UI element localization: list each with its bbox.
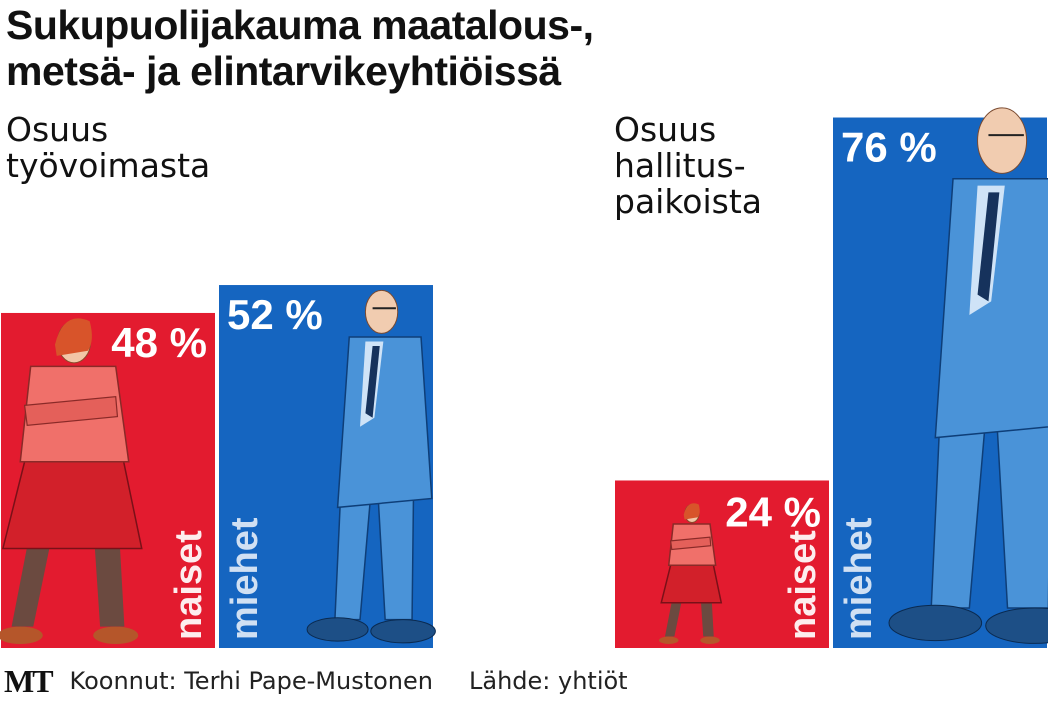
- bar-group-2: 24 %naiset 76 % miehet: [615, 107, 1048, 648]
- man-figure-icon: [306, 289, 436, 644]
- value-label: 52 %: [227, 291, 323, 338]
- bar-group-1: 48 % naiset 52 % miehet: [0, 285, 436, 648]
- category-label: miehet: [838, 517, 880, 640]
- bar-rect: [615, 480, 829, 648]
- bar-miehet-1: 52 % miehet: [219, 285, 436, 648]
- man-figure-icon: [888, 107, 1048, 644]
- value-label: 24 %: [725, 488, 821, 535]
- bar-naiset-2: 24 %naiset: [615, 480, 829, 648]
- source-note: Lähde: yhtiöt: [468, 667, 628, 695]
- category-label: miehet: [224, 517, 266, 640]
- category-label: naiset: [782, 530, 824, 640]
- footer: MT Koonnut: Terhi Pape-Mustonen Lähde: y…: [4, 662, 628, 699]
- bar-miehet-2: 76 % miehet: [833, 107, 1048, 648]
- group-label-board-seats: Osuus hallitus- paikoista: [614, 110, 762, 221]
- mt-logo: MT: [4, 662, 54, 699]
- group-label-workforce: Osuus työvoimasta: [6, 110, 211, 185]
- bar-naiset-1: 48 % naiset: [0, 312, 215, 648]
- compiled-by: Koonnut: Terhi Pape-Mustonen: [69, 667, 433, 695]
- category-label: naiset: [168, 530, 210, 640]
- value-label: 76 %: [841, 124, 937, 171]
- woman-figure-icon: [0, 318, 143, 644]
- woman-figure-icon: [658, 503, 723, 644]
- value-label: 48 %: [111, 319, 207, 366]
- chart-title: Sukupuolijakauma maatalous-, metsä- ja e…: [6, 2, 594, 94]
